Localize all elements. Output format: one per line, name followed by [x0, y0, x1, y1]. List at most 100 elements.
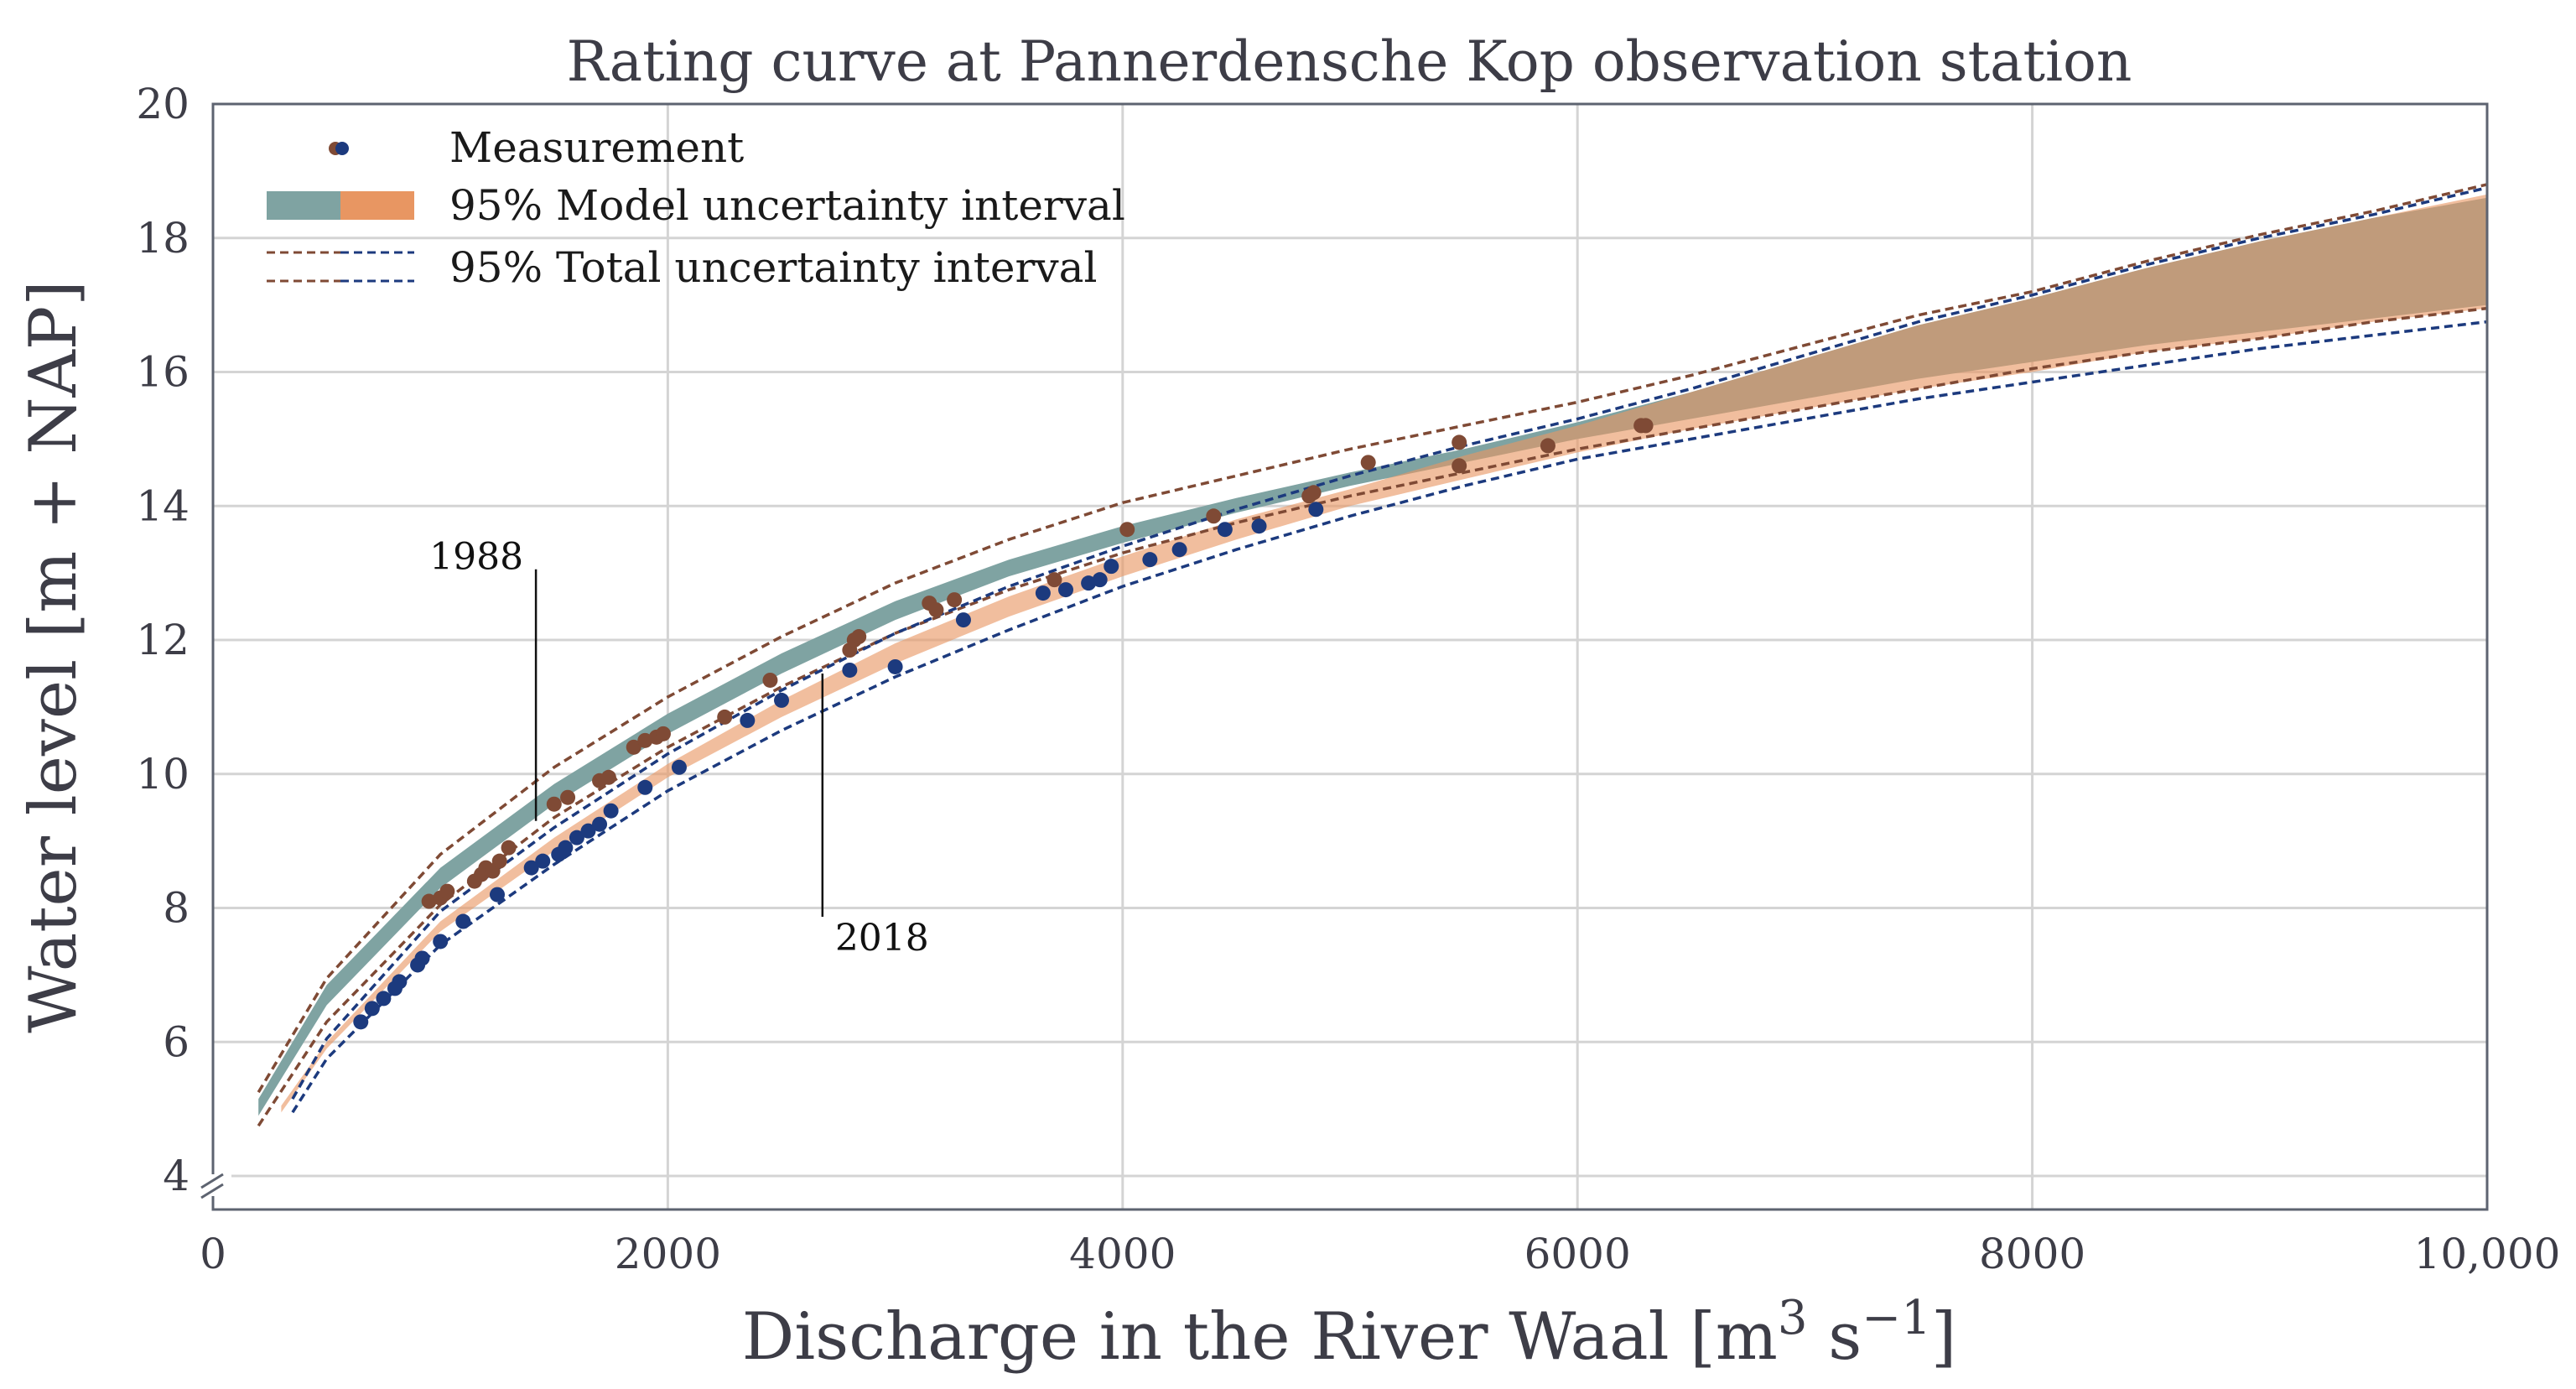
measurement-point-2018 — [433, 934, 449, 949]
measurement-point-2018 — [671, 759, 687, 775]
measurement-point-1988 — [1638, 418, 1654, 434]
x-tick-label: 10,000 — [2414, 1230, 2561, 1278]
measurement-point-2018 — [353, 1014, 369, 1030]
total-uncertainty-lines — [257, 183, 2488, 1127]
legend-label-total-interval: 95% Total uncertainty interval — [449, 243, 1097, 292]
axis-ticks: 0 2000 4000 6000 8000 10,000 4 6 8 10 12 14 16 18 20 — [136, 80, 2560, 1278]
measurement-point-2018 — [376, 991, 392, 1007]
y-tick-label: 18 — [136, 214, 190, 263]
measurement-point-2018 — [523, 860, 539, 876]
x-tick-label: 6000 — [1524, 1230, 1631, 1278]
measurement-point-2018 — [1251, 518, 1267, 534]
measurement-point-2018 — [637, 779, 653, 795]
x-tick-label: 8000 — [1979, 1230, 2085, 1278]
measurement-point-2018 — [592, 816, 608, 832]
measurement-point-1988 — [1360, 455, 1376, 471]
y-tick-label: 14 — [136, 481, 190, 530]
y-tick-label: 20 — [136, 80, 190, 128]
y-tick-label: 8 — [163, 884, 190, 933]
y-tick-label: 10 — [136, 750, 190, 799]
legend-entry-model-interval: 95% Model uncertainty interval — [267, 181, 1125, 230]
measurement-point-2018 — [1058, 582, 1073, 598]
measurement-point-1988 — [1119, 522, 1135, 538]
measurement-point-2018 — [774, 692, 789, 708]
measurement-point-1988 — [1046, 572, 1062, 588]
legend-marker-2018 — [335, 142, 349, 155]
y-tick-label: 16 — [136, 348, 190, 397]
measurement-points — [353, 418, 1654, 1030]
measurement-point-2018 — [569, 830, 584, 845]
measurement-point-2018 — [455, 913, 471, 929]
measurement-point-1988 — [546, 796, 562, 812]
y-axis-label: Water level [m + NAP] — [16, 280, 91, 1033]
measurement-point-1988 — [655, 726, 671, 741]
measurement-point-2018 — [955, 612, 971, 628]
measurement-point-2018 — [1142, 552, 1158, 568]
y-tick-label: 12 — [136, 616, 190, 664]
legend-label-model-interval: 95% Model uncertainty interval — [449, 181, 1125, 230]
measurement-point-2018 — [364, 1001, 380, 1017]
measurement-point-2018 — [558, 840, 574, 856]
measurement-point-2018 — [580, 823, 596, 839]
measurement-point-1988 — [928, 602, 944, 618]
measurement-point-2018 — [740, 712, 756, 728]
x-tick-label: 0 — [200, 1230, 226, 1278]
measurement-point-2018 — [1171, 542, 1187, 558]
plot-frame — [211, 102, 2489, 1211]
legend-label-measurement: Measurement — [449, 123, 744, 172]
annotation-1988-label: 1988 — [429, 536, 523, 579]
measurement-point-2018 — [1217, 522, 1233, 538]
annotation-2018-label: 2018 — [835, 917, 929, 960]
y-tick-label: 4 — [163, 1152, 190, 1200]
measurement-point-2018 — [603, 803, 619, 819]
legend-swatch-1988-model — [267, 191, 340, 220]
measurement-point-2018 — [414, 950, 430, 966]
measurement-point-2018 — [490, 887, 505, 903]
x-axis-label: Discharge in the River Waal [m3 s−1] — [742, 1291, 1957, 1375]
measurement-point-1988 — [947, 592, 963, 608]
total-interval-2018-upper-line — [291, 186, 2488, 1100]
legend-swatch-2018-model — [340, 191, 414, 220]
uncertainty-bands — [258, 194, 2488, 1116]
measurement-point-1988 — [491, 853, 507, 869]
measurement-point-2018 — [392, 974, 408, 990]
measurement-point-1988 — [1540, 438, 1555, 454]
measurement-point-2018 — [887, 658, 903, 674]
measurement-point-1988 — [717, 709, 733, 725]
y-tick-label: 6 — [163, 1017, 190, 1066]
measurement-point-2018 — [1035, 585, 1051, 601]
measurement-point-1988 — [637, 732, 653, 748]
measurement-point-1988 — [1206, 508, 1222, 524]
measurement-point-2018 — [1308, 502, 1324, 518]
measurement-point-2018 — [1092, 572, 1108, 588]
measurement-point-2018 — [842, 662, 858, 678]
measurement-point-2018 — [535, 853, 551, 869]
measurement-point-1988 — [626, 739, 641, 755]
legend: Measurement 95% Model uncertainty interv… — [267, 123, 1125, 292]
measurement-point-1988 — [501, 840, 517, 856]
total-interval-1988-upper-line — [257, 183, 2488, 1094]
measurement-point-1988 — [439, 883, 455, 899]
legend-entry-measurement: Measurement — [329, 123, 744, 172]
measurement-point-2018 — [1104, 559, 1119, 575]
annotations: 1988 2018 — [429, 536, 929, 960]
measurement-point-1988 — [600, 769, 616, 785]
measurement-point-1988 — [421, 893, 437, 909]
measurement-point-1988 — [560, 789, 576, 805]
measurement-point-1988 — [762, 672, 778, 688]
model-interval-2018-band — [281, 194, 2488, 1113]
x-tick-label: 4000 — [1069, 1230, 1176, 1278]
measurement-point-1988 — [1452, 434, 1467, 450]
measurement-point-1988 — [851, 629, 867, 645]
total-interval-1988-lower-line — [257, 306, 2488, 1127]
chart-title: Rating curve at Pannerdensche Kop observ… — [567, 29, 2132, 94]
y-axis-break — [198, 1173, 231, 1199]
measurement-point-2018 — [1081, 575, 1097, 591]
legend-entry-total-interval: 95% Total uncertainty interval — [267, 243, 1097, 292]
total-interval-2018-lower-line — [291, 320, 2488, 1114]
measurement-point-1988 — [1306, 485, 1322, 501]
measurement-point-1988 — [1452, 458, 1467, 474]
x-tick-label: 2000 — [615, 1230, 721, 1278]
